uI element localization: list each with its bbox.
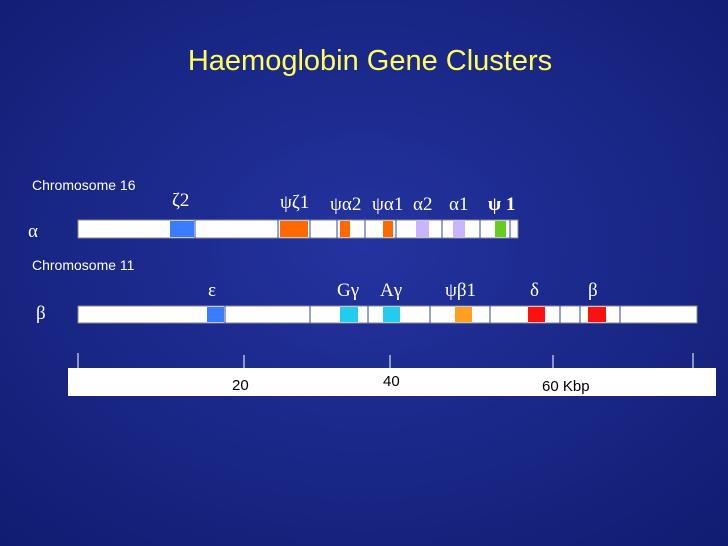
gene-label: ψβ1 <box>445 280 476 301</box>
scale-label: 60 Kbp <box>542 378 590 395</box>
gene-label: ψα1 <box>372 194 403 215</box>
gene-label: ψα2 <box>330 194 361 215</box>
gene-label: ζ2 <box>172 190 189 211</box>
chromosome-label: Chromosome 16 <box>32 177 136 193</box>
gene <box>416 221 429 237</box>
gene <box>207 307 224 322</box>
scale-label: 20 <box>232 377 249 394</box>
gene <box>495 221 506 237</box>
gene <box>170 221 194 237</box>
gene <box>340 307 358 322</box>
gene <box>528 307 545 322</box>
scale-label: 40 <box>383 373 400 390</box>
gene-label: Aγ <box>380 280 402 301</box>
scale-ticks <box>77 353 694 368</box>
chromosome-label: Chromosome 11 <box>32 257 135 273</box>
gene-label: ε <box>208 280 216 301</box>
gene <box>280 221 308 237</box>
gene <box>453 221 465 237</box>
title: Haemoglobin Gene Clusters <box>188 45 552 77</box>
gene-label: δ <box>530 280 539 301</box>
gene <box>588 307 606 322</box>
gene-label: β <box>588 280 598 301</box>
gene-label: ψ 1 <box>488 194 515 215</box>
gene <box>455 307 472 322</box>
scale-bar <box>68 368 716 396</box>
cluster-symbol: β <box>36 303 46 324</box>
gene <box>383 221 393 237</box>
gene <box>340 221 350 237</box>
gene-label: α2 <box>413 194 432 215</box>
gene-label: Gγ <box>337 280 359 301</box>
gene <box>383 307 400 322</box>
gene-label: ψζ1 <box>280 192 309 213</box>
cluster-symbol: α <box>28 221 38 242</box>
gene-label: α1 <box>449 194 468 215</box>
